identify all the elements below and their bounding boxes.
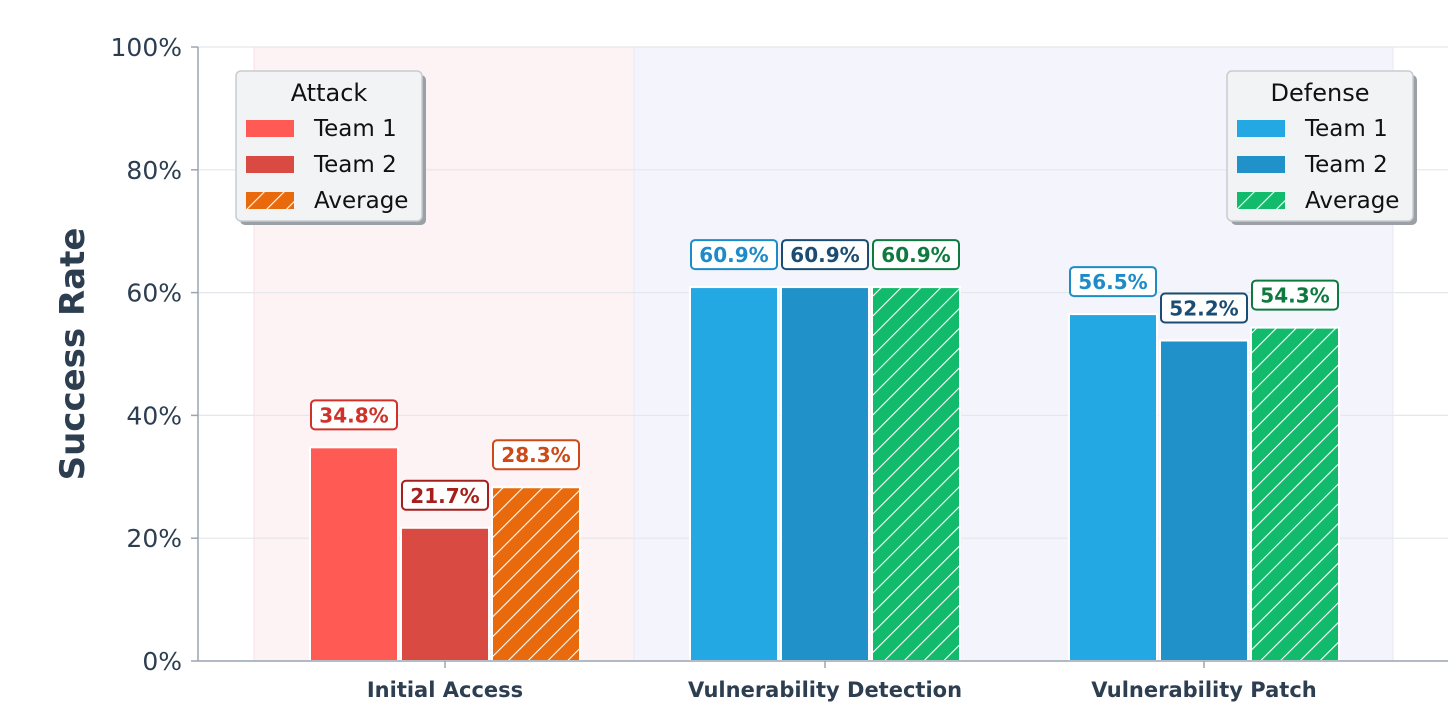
data-label-box (492, 439, 580, 471)
data-label: 60.9% (872, 239, 960, 271)
data-label-box (1069, 266, 1157, 298)
legend-attack: Attack Team 1 Team 2 Average (235, 70, 426, 225)
bar (689, 286, 779, 662)
y-axis-label: Success Rate (53, 228, 93, 481)
data-label-text: 34.8% (319, 403, 388, 427)
data-label-box (1160, 292, 1248, 324)
legend-box (1226, 70, 1414, 222)
legend-swatch-hatch (1237, 192, 1285, 209)
legend-entry: Team 1 (313, 116, 397, 142)
legend-swatch (246, 156, 294, 173)
y-tick-label: 40% (126, 401, 182, 430)
data-label-text: 60.9% (699, 243, 768, 267)
data-label-box (872, 239, 960, 271)
y-tick-label: 100% (111, 33, 182, 62)
data-label-text: 28.3% (501, 443, 570, 467)
data-label-box (401, 479, 489, 511)
data-label-box (1251, 279, 1339, 311)
data-label-text: 52.2% (1169, 296, 1238, 320)
data-label-text: 21.7% (410, 484, 479, 508)
legend-entry: Team 2 (313, 152, 397, 178)
data-label-box (310, 399, 398, 431)
data-label: 28.3% (492, 439, 580, 471)
legend-entry: Average (1305, 188, 1399, 214)
data-label-text: 56.5% (1078, 270, 1147, 294)
legend-title: Attack (291, 79, 368, 107)
data-label-box (781, 239, 869, 271)
x-tick-label: Initial Access (367, 678, 523, 702)
bar (1159, 339, 1249, 662)
legend-title: Defense (1271, 79, 1370, 107)
data-label: 60.9% (690, 239, 778, 271)
bar (309, 446, 399, 662)
x-tick-label: Vulnerability Patch (1091, 678, 1316, 702)
data-label: 52.2% (1160, 292, 1248, 324)
data-label-text: 54.3% (1260, 284, 1329, 308)
legend-entry: Team 2 (1304, 152, 1388, 178)
data-label: 21.7% (401, 479, 489, 511)
legend-box (235, 70, 423, 222)
y-tick-label: 60% (126, 279, 182, 308)
data-label: 60.9% (781, 239, 869, 271)
legend-swatch (1237, 120, 1285, 137)
legend-swatch (1237, 156, 1285, 173)
data-label: 56.5% (1069, 266, 1157, 298)
bar-hatch (872, 287, 960, 661)
bar (1068, 313, 1158, 662)
y-tick-label: 80% (126, 156, 182, 185)
legend-defense: Defense Team 1 Team 2 Average (1226, 70, 1417, 225)
legend-swatch-hatch (246, 192, 294, 209)
data-label-text: 60.9% (881, 243, 950, 267)
x-tick-label: Vulnerability Detection (688, 678, 962, 702)
data-label-text: 60.9% (790, 243, 859, 267)
bar-hatch (492, 487, 580, 661)
data-label: 34.8% (310, 399, 398, 431)
data-label: 54.3% (1251, 279, 1339, 311)
legend-entry: Average (314, 188, 408, 214)
legend-entry: Team 1 (1304, 116, 1388, 142)
bar (780, 286, 870, 662)
y-tick-label: 20% (126, 524, 182, 553)
bar (400, 526, 490, 663)
bar-hatch (1251, 327, 1339, 661)
legend-swatch (246, 120, 294, 137)
data-label-box (690, 239, 778, 271)
y-tick-label: 0% (142, 647, 182, 676)
